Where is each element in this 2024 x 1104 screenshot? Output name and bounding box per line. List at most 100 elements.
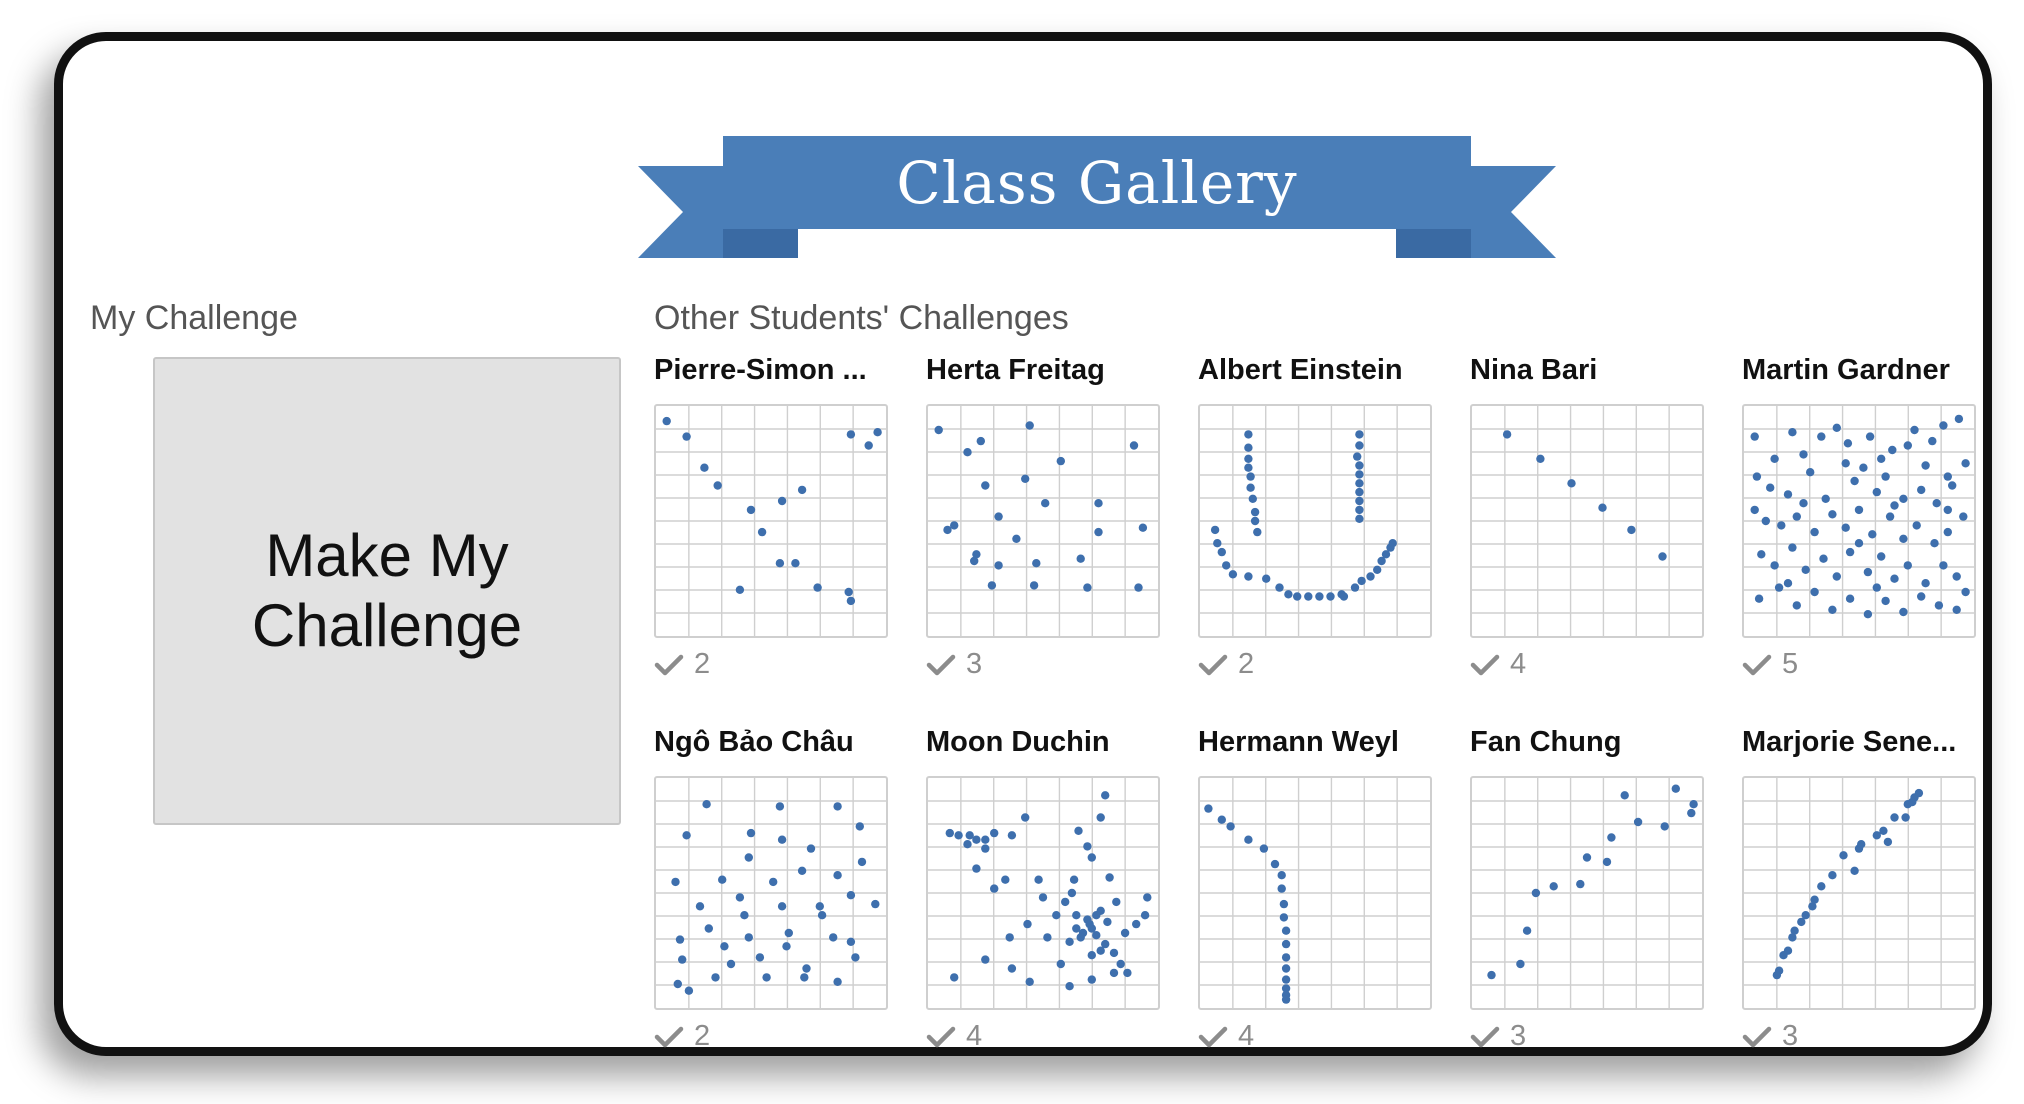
check-icon	[1198, 1026, 1228, 1047]
vote-count[interactable]: 4	[1198, 1020, 1254, 1053]
data-point	[1567, 479, 1576, 488]
data-point	[1792, 512, 1801, 521]
data-point	[1671, 784, 1680, 793]
vote-count[interactable]: 3	[926, 648, 982, 681]
scatter-plot	[1744, 406, 1974, 636]
data-point	[1903, 441, 1912, 450]
vote-count[interactable]: 4	[926, 1020, 982, 1053]
data-point	[1854, 505, 1864, 515]
challenge-card[interactable]: Moon Duchin 4	[926, 724, 1162, 1052]
data-point	[755, 953, 765, 962]
data-point	[1083, 842, 1092, 851]
data-point	[1021, 474, 1030, 483]
data-point	[777, 496, 787, 506]
data-point	[1056, 959, 1065, 969]
data-point	[726, 959, 736, 969]
challenge-card[interactable]: Hermann Weyl 4	[1198, 724, 1434, 1052]
data-point	[1799, 450, 1808, 459]
data-point	[777, 902, 787, 911]
scatter-thumbnail[interactable]	[1742, 404, 1976, 638]
data-point	[1808, 902, 1817, 911]
data-point	[965, 831, 974, 840]
student-name: Ngô Bảo Châu	[654, 726, 854, 758]
data-point	[1857, 840, 1866, 849]
data-point	[1244, 454, 1253, 463]
data-point	[1885, 512, 1895, 521]
data-point	[1750, 432, 1759, 441]
vote-count[interactable]: 2	[1198, 648, 1254, 681]
data-point	[934, 425, 943, 435]
scatter-thumbnail[interactable]	[1198, 776, 1432, 1010]
data-point	[1087, 853, 1096, 862]
challenge-card[interactable]: Ngô Bảo Châu 2	[654, 724, 890, 1052]
scatter-thumbnail[interactable]	[1470, 776, 1704, 1010]
data-point	[1353, 452, 1362, 461]
scatter-thumbnail[interactable]	[1198, 404, 1432, 638]
vote-count[interactable]: 4	[1470, 648, 1526, 681]
data-point	[1250, 507, 1260, 517]
scatter-thumbnail[interactable]	[926, 404, 1160, 638]
data-point	[1279, 913, 1289, 922]
scatter-thumbnail[interactable]	[654, 776, 888, 1010]
vote-count-value: 2	[694, 648, 711, 680]
check-icon	[1470, 1026, 1500, 1047]
data-point	[1275, 583, 1284, 592]
data-point	[1872, 831, 1881, 840]
check-icon	[926, 1026, 956, 1047]
data-point	[1939, 561, 1948, 570]
vote-count-value: 5	[1782, 648, 1799, 680]
data-point	[1355, 479, 1364, 488]
challenge-card[interactable]: Fan Chung 3	[1470, 724, 1706, 1052]
challenge-card[interactable]: Marjorie Sene... 3	[1742, 724, 1978, 1052]
data-point	[1890, 501, 1899, 510]
data-point	[1881, 472, 1890, 481]
data-point	[1801, 565, 1810, 574]
vote-count-value: 3	[1510, 1020, 1527, 1052]
data-point	[846, 596, 856, 606]
data-point	[678, 955, 687, 964]
data-point	[1281, 926, 1291, 935]
data-point	[1076, 554, 1085, 563]
scatter-thumbnail[interactable]	[654, 404, 888, 638]
data-point	[1094, 527, 1103, 537]
data-point	[1270, 859, 1280, 869]
make-my-challenge-button[interactable]: Make My Challenge	[153, 357, 621, 825]
data-point	[1138, 523, 1148, 532]
scatter-plot	[1200, 778, 1430, 1008]
data-point	[1863, 567, 1873, 577]
data-point	[762, 973, 771, 982]
data-point	[1355, 505, 1364, 515]
scatter-thumbnail[interactable]	[1470, 404, 1704, 638]
data-point	[1877, 552, 1886, 561]
scatter-thumbnail[interactable]	[926, 776, 1160, 1010]
data-point	[1788, 428, 1797, 437]
vote-count[interactable]: 3	[1742, 1020, 1798, 1053]
challenge-card[interactable]: Pierre-Simon ... 2	[654, 352, 890, 680]
vote-count[interactable]: 3	[1470, 1020, 1526, 1053]
make-my-challenge-label: Make My Challenge	[251, 522, 523, 659]
data-point	[1262, 574, 1271, 583]
vote-count[interactable]: 2	[654, 648, 710, 681]
challenge-card[interactable]: Nina Bari 4	[1470, 352, 1706, 680]
data-point	[704, 924, 713, 933]
data-point	[1752, 472, 1762, 481]
challenge-card[interactable]: Martin Gardner 5	[1742, 352, 1978, 680]
check-icon	[1742, 654, 1772, 675]
data-point	[1865, 432, 1875, 441]
data-point	[682, 432, 691, 441]
scatter-thumbnail[interactable]	[1742, 776, 1976, 1010]
challenge-card[interactable]: Herta Freitag 3	[926, 352, 1162, 680]
data-point	[1140, 911, 1150, 920]
vote-count[interactable]: 2	[654, 1020, 710, 1053]
data-point	[987, 581, 997, 590]
vote-count[interactable]: 5	[1742, 648, 1798, 681]
scatter-plot	[656, 406, 886, 636]
data-point	[1069, 875, 1079, 884]
data-point	[1056, 456, 1065, 466]
challenge-card[interactable]: Albert Einstein 2	[1198, 352, 1434, 680]
data-point	[1689, 800, 1698, 809]
data-point	[1863, 610, 1873, 619]
data-point	[1355, 430, 1364, 439]
data-point	[718, 875, 727, 884]
data-point	[1810, 895, 1819, 904]
